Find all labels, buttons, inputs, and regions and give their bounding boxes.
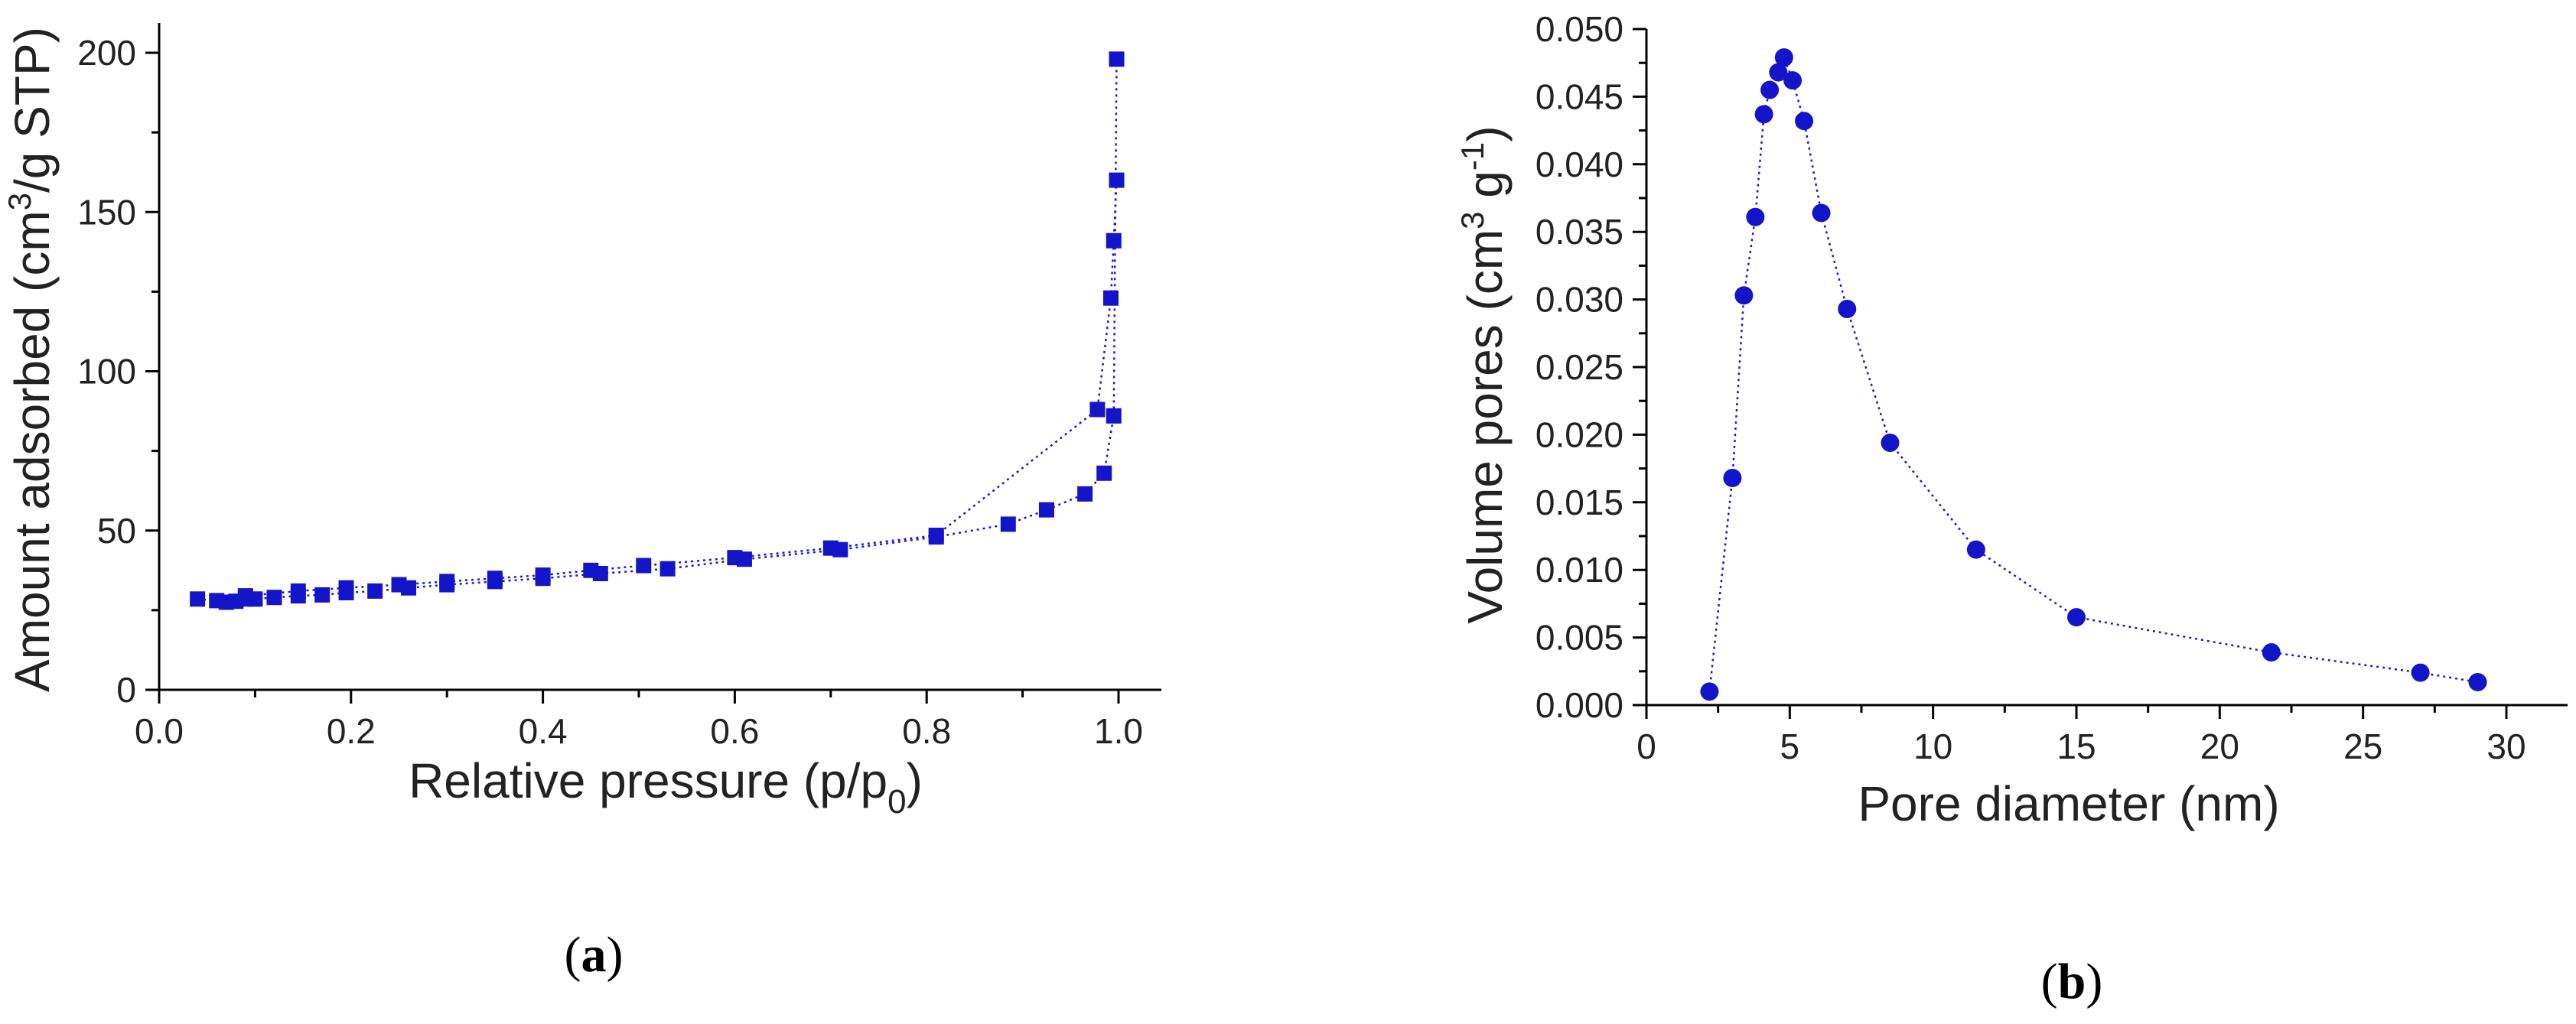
- chart-b-data-point: [1734, 286, 1754, 305]
- chart-a-y-tick-label: 150: [77, 192, 136, 232]
- chart-b-x-tick-label: 0: [1636, 727, 1656, 766]
- chart-a-y-ticks: 0 50 100 150 200: [77, 33, 159, 710]
- chart-b-panel-label: (b): [2041, 954, 2103, 1009]
- chart-a-data-point: [1000, 516, 1016, 532]
- chart-b-data-point: [1760, 80, 1780, 99]
- chart-b-data-point: [1746, 207, 1765, 226]
- chart-a-data-point: [1089, 401, 1106, 418]
- chart-a-x-axis-title: Relative pressure (p/p0): [409, 753, 923, 821]
- chart-a-data-point: [1096, 465, 1112, 481]
- chart-a-data-point: [338, 580, 354, 596]
- chart-a-series-line: [197, 59, 1118, 603]
- chart-b-x-tick-label: 10: [1913, 727, 1952, 766]
- chart-a-x-ticks: 0.0 0.2 0.4 0.6 0.8 1.0: [135, 690, 1143, 751]
- chart-b-data-point: [2411, 663, 2430, 682]
- chart-b-y-tick-label: 0.000: [1536, 685, 1623, 725]
- chart-a-series-line: [245, 180, 1118, 597]
- chart-b: 0 5 10 15 20 25 30 0.0000.0050.0100.0150.0200.…: [1454, 9, 2568, 1009]
- chart-b-data-point: [1723, 468, 1742, 487]
- chart-b-y-tick-label: 0.035: [1536, 212, 1623, 252]
- chart-a-data-point: [1109, 172, 1125, 188]
- chart-b-series-line: [1708, 54, 2478, 692]
- chart-a-x-tick-label: 0.8: [902, 711, 951, 751]
- chart-b-data-point: [1783, 71, 1803, 90]
- chart-b-data-point: [1838, 299, 1857, 318]
- chart-a-data-point: [636, 558, 652, 574]
- chart-b-y-tick-label: 0.020: [1536, 414, 1623, 454]
- chart-a-data-point: [727, 550, 743, 566]
- chart-a-data-point: [1109, 51, 1125, 67]
- chart-b-data-point: [2468, 672, 2487, 691]
- chart-b-x-axis-title: Pore diameter (nm): [1858, 776, 2279, 831]
- chart-a-data-point: [487, 571, 503, 587]
- chart-b-data-point: [1769, 63, 1788, 82]
- chart-a-data-point: [1038, 502, 1054, 518]
- chart-a-series-lines: [197, 59, 1118, 603]
- chart-a-x-tick-label: 0.0: [135, 711, 184, 751]
- chart-a-x-tick-label: 0.4: [519, 711, 568, 751]
- chart-b-data-point: [1774, 48, 1793, 67]
- chart-a-points: [190, 51, 1125, 610]
- chart-a-data-point: [1102, 290, 1119, 306]
- chart-b-x-tick-label: 25: [2343, 727, 2382, 766]
- chart-a-y-tick-label: 100: [77, 352, 136, 392]
- chart-b-data-point: [1812, 203, 1831, 223]
- chart-b-y-tick-label: 0.050: [1536, 9, 1623, 49]
- chart-b-points: [1700, 48, 2487, 701]
- chart-b-y-axis-title: Volume pores (cm3 g-1): [1454, 125, 1513, 623]
- chart-a-data-point: [822, 540, 839, 556]
- chart-b-data-point: [1881, 434, 1900, 453]
- chart-a-data-point: [391, 577, 407, 593]
- chart-a-data-point: [1106, 408, 1122, 424]
- chart-b-y-tick-label: 0.010: [1536, 550, 1623, 590]
- chart-a-y-tick-label: 50: [97, 511, 136, 551]
- chart-a-data-point: [314, 587, 331, 603]
- chart-a-y-axis-title: Amount adsorbed (cm3/g STP): [2, 27, 60, 692]
- chart-b-x-tick-label: 20: [2200, 727, 2239, 766]
- chart-a-data-point: [659, 561, 676, 577]
- chart-b-y-tick-label: 0.040: [1536, 145, 1623, 184]
- chart-b-y-tick-label: 0.045: [1536, 76, 1623, 116]
- chart-a-data-point: [237, 588, 253, 604]
- chart-b-x-tick-label: 5: [1780, 727, 1800, 766]
- chart-b-series-lines: [1708, 54, 2478, 692]
- chart-a-data-point: [583, 562, 599, 578]
- chart-a-data-point: [928, 527, 944, 543]
- chart-a-data-point: [367, 583, 383, 599]
- chart-a-panel-label: (a): [565, 927, 624, 983]
- chart-b-data-point: [2262, 643, 2281, 662]
- chart-b-x-tick-label: 30: [2486, 727, 2526, 766]
- chart-a-y-tick-label: 200: [77, 33, 136, 73]
- chart-b-y-ticks: 0.000 0.005 0.010 0.015 0.020 0.025 0.030 0.035…: [1536, 9, 1646, 725]
- chart-a-data-point: [290, 583, 306, 599]
- chart-b-data-point: [1966, 540, 1985, 559]
- chart-a: 0.0 0.2 0.4 0.6 0.8 1.0 0 50 100 150 200 Relative…: [2, 23, 1161, 983]
- chart-a-y-tick-label: 0: [116, 670, 136, 710]
- chart-a-x-tick-label: 0.6: [710, 711, 759, 751]
- chart-a-data-point: [266, 590, 282, 606]
- chart-a-data-point: [535, 567, 551, 584]
- chart-b-y-tick-label: 0.025: [1536, 347, 1623, 387]
- chart-b-y-tick-label: 0.005: [1536, 618, 1623, 658]
- chart-a-x-tick-label: 1.0: [1094, 711, 1143, 751]
- chart-b-x-tick-label: 15: [2057, 727, 2096, 766]
- chart-a-data-point: [439, 574, 455, 590]
- chart-a-data-point: [1077, 486, 1093, 502]
- chart-a-x-tick-label: 0.2: [327, 711, 376, 751]
- chart-b-y-tick-label: 0.030: [1536, 280, 1623, 320]
- chart-b-x-ticks: 0 5 10 15 20 25 30: [1636, 705, 2526, 766]
- chart-b-y-tick-label: 0.015: [1536, 483, 1623, 522]
- chart-a-data-point: [1106, 232, 1122, 249]
- chart-a-data-point: [190, 591, 206, 607]
- chart-b-data-point: [1795, 112, 1814, 131]
- chart-b-data-point: [1754, 105, 1773, 124]
- chart-b-data-point: [1700, 682, 1719, 701]
- chart-b-data-point: [2067, 608, 2086, 627]
